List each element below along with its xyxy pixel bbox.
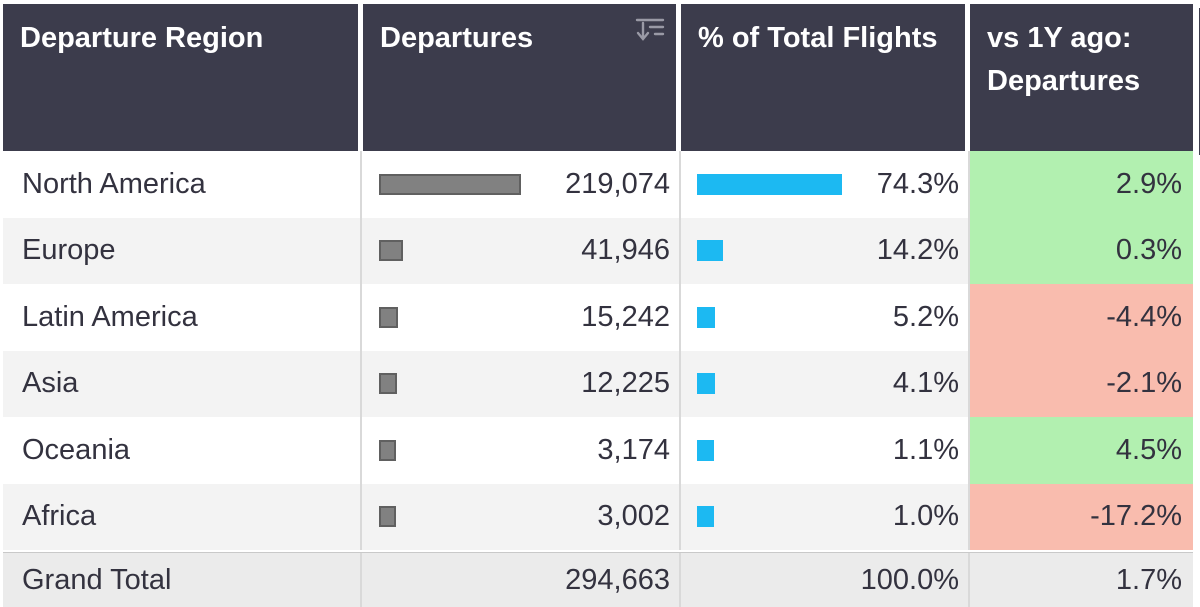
vs-1y-cell: -4.4% xyxy=(968,284,1193,351)
pct-total-cell: 1.0% xyxy=(679,483,968,550)
pct-total-value: 14.2% xyxy=(876,234,959,267)
departures-value: 3,002 xyxy=(597,500,670,533)
departures-data-bar xyxy=(379,439,396,461)
vs-1y-value: -17.2% xyxy=(1090,500,1182,533)
vs-1y-cell: -17.2% xyxy=(968,483,1193,550)
departures-cell: 41,946 xyxy=(360,217,679,284)
pct-total-value: 1.1% xyxy=(892,433,959,466)
region-label: Asia xyxy=(22,367,79,400)
pct-total-cell: 74.3% xyxy=(679,151,968,218)
departures-data-bar xyxy=(379,240,403,262)
departures-data-bar xyxy=(379,173,521,195)
vs-1y-cell: 2.9% xyxy=(968,151,1193,218)
column-header-label: % of Total Flights xyxy=(698,22,938,54)
pct-total-data-bar xyxy=(697,439,714,461)
departures-cell: 15,242 xyxy=(360,284,679,351)
pct-total-data-bar xyxy=(697,240,723,262)
table-row-europe[interactable]: Europe 41,946 14.2% 0.3% xyxy=(3,217,1193,285)
region-label: Latin America xyxy=(22,300,198,333)
pct-total-value: 1.0% xyxy=(892,500,959,533)
vs-1y-value: 2.9% xyxy=(1115,167,1182,200)
vs-1y-value: -2.1% xyxy=(1106,367,1182,400)
column-header-departure-region[interactable]: Departure Region xyxy=(3,4,358,151)
region-label: Europe xyxy=(22,234,116,267)
vs-1y-cell: 4.5% xyxy=(968,417,1193,484)
column-header-label: vs 1Y ago: Departures xyxy=(987,22,1141,97)
column-header-vs-1y-ago-departures[interactable]: vs 1Y ago: Departures xyxy=(970,4,1193,151)
grand-total-row[interactable]: Grand Total 294,663 100.0% 1.7% xyxy=(3,552,1193,607)
region-label: Africa xyxy=(22,500,97,533)
column-header-pct-of-total-flights[interactable]: % of Total Flights xyxy=(681,4,965,151)
departures-data-bar xyxy=(379,506,396,528)
departures-value: 3,174 xyxy=(597,433,670,466)
region-label: North America xyxy=(22,167,206,200)
column-header-departures[interactable]: Departures xyxy=(363,4,676,151)
region-cell: Europe xyxy=(3,218,360,285)
vs-1y-value: 0.3% xyxy=(1115,234,1182,267)
table-row-latin-america[interactable]: Latin America 15,242 5.2% -4.4% xyxy=(3,284,1193,351)
grand-total-vs-1y-cell: 1.7% xyxy=(968,553,1193,607)
pct-total-data-bar xyxy=(697,306,715,328)
region-cell: Africa xyxy=(3,484,360,551)
departures-value: 15,242 xyxy=(581,300,670,333)
region-cell: Oceania xyxy=(3,417,360,484)
vs-1y-value: 4.5% xyxy=(1115,433,1182,466)
region-label: Oceania xyxy=(22,433,131,466)
table-row-africa[interactable]: Africa 3,002 1.0% -17.2% xyxy=(3,483,1193,551)
table-body: North America 219,074 74.3% 2.9% Europe … xyxy=(3,151,1193,550)
vs-1y-cell: -2.1% xyxy=(968,350,1193,417)
departures-value: 12,225 xyxy=(581,367,670,400)
column-header-label: Departures xyxy=(380,22,534,54)
region-cell: North America xyxy=(3,151,360,218)
table-header-row: Departure Region Departures % of Total F… xyxy=(3,4,1193,151)
grand-total-label-cell: Grand Total xyxy=(3,553,360,607)
table-row-asia[interactable]: Asia 12,225 4.1% -2.1% xyxy=(3,350,1193,418)
departures-cell: 12,225 xyxy=(360,350,679,417)
grand-total-pct-cell: 100.0% xyxy=(679,553,968,607)
grand-total-departures-value: 294,663 xyxy=(565,563,670,596)
pct-total-value: 5.2% xyxy=(892,300,959,333)
sort-descending-icon[interactable] xyxy=(634,14,666,46)
departures-value: 41,946 xyxy=(581,234,670,267)
pct-total-cell: 1.1% xyxy=(679,417,968,484)
departures-value: 219,074 xyxy=(565,167,670,200)
grand-total-vs-1y-value: 1.7% xyxy=(1115,563,1182,596)
departures-cell: 219,074 xyxy=(360,151,679,218)
table-row-north-america[interactable]: North America 219,074 74.3% 2.9% xyxy=(3,151,1193,218)
departures-cell: 3,002 xyxy=(360,483,679,550)
pct-total-data-bar xyxy=(697,373,715,395)
pct-total-data-bar xyxy=(697,506,714,528)
grand-total-departures-cell: 294,663 xyxy=(360,553,679,607)
pct-total-cell: 4.1% xyxy=(679,350,968,417)
column-header-label: Departure Region xyxy=(20,22,264,54)
pct-total-cell: 14.2% xyxy=(679,217,968,284)
departures-data-bar xyxy=(379,306,398,328)
pct-total-value: 74.3% xyxy=(876,167,959,200)
departures-by-region-table: Departure Region Departures % of Total F… xyxy=(3,4,1200,607)
pct-total-cell: 5.2% xyxy=(679,284,968,351)
grand-total-label: Grand Total xyxy=(22,563,172,596)
pct-total-data-bar xyxy=(697,173,842,195)
vs-1y-value: -4.4% xyxy=(1106,300,1182,333)
departures-data-bar xyxy=(379,373,397,395)
pct-total-value: 4.1% xyxy=(892,367,959,400)
region-cell: Asia xyxy=(3,351,360,418)
table-row-oceania[interactable]: Oceania 3,174 1.1% 4.5% xyxy=(3,417,1193,484)
departures-cell: 3,174 xyxy=(360,417,679,484)
region-cell: Latin America xyxy=(3,284,360,351)
vs-1y-cell: 0.3% xyxy=(968,217,1193,284)
grand-total-pct-value: 100.0% xyxy=(860,563,959,596)
